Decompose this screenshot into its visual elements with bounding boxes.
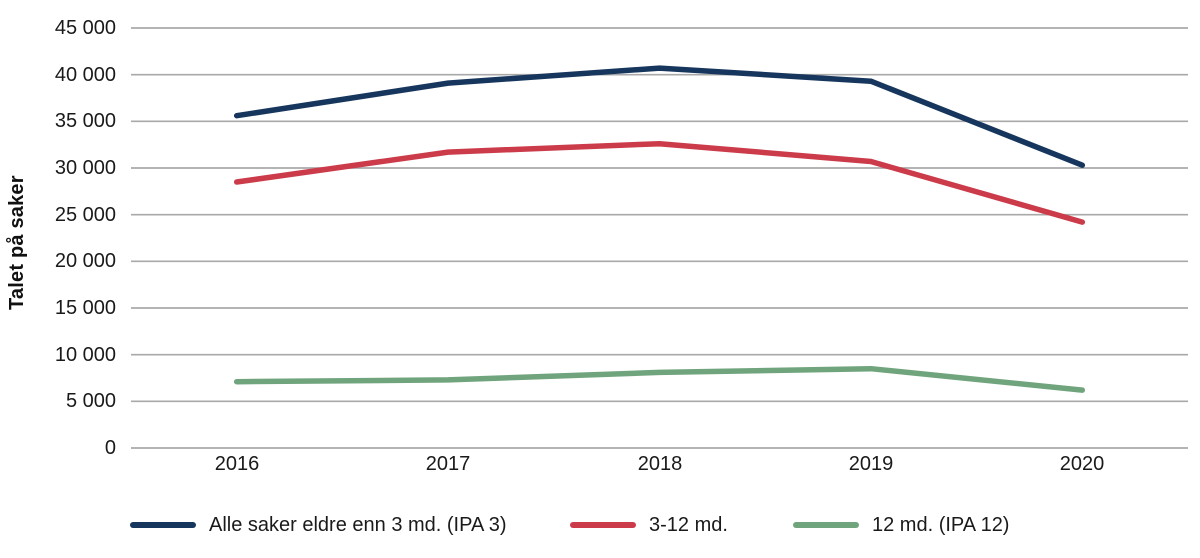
y-tick-label: 0 <box>104 437 116 459</box>
legend: Alle saker eldre enn 3 md. (IPA 3) 3-12 … <box>0 510 1200 540</box>
x-tick-label: 2020 <box>1059 453 1105 475</box>
y-tick-label: 30 000 <box>54 157 116 179</box>
legend-swatch-icon <box>793 522 859 528</box>
x-tick-label: 2016 <box>214 453 260 475</box>
legend-item-ipa3: Alle saker eldre enn 3 md. (IPA 3) <box>130 510 507 540</box>
legend-swatch-icon <box>570 522 636 528</box>
legend-item-3-12md: 3-12 md. <box>570 510 728 540</box>
y-tick-label: 25 000 <box>54 204 116 226</box>
legend-label: Alle saker eldre enn 3 md. (IPA 3) <box>209 513 507 536</box>
y-tick-label: 10 000 <box>54 344 116 366</box>
x-tick-label: 2018 <box>637 453 683 475</box>
y-tick-label: 40 000 <box>54 64 116 86</box>
legend-item-ipa12: 12 md. (IPA 12) <box>793 510 1009 540</box>
legend-label: 12 md. (IPA 12) <box>872 513 1010 536</box>
legend-swatch-icon <box>130 522 196 528</box>
y-tick-label: 5 000 <box>65 390 116 412</box>
y-tick-label: 45 000 <box>54 17 116 39</box>
y-axis-title: Talet på saker <box>6 175 28 310</box>
x-tick-label: 2017 <box>425 453 471 475</box>
y-tick-label: 35 000 <box>54 110 116 132</box>
legend-label: 3-12 md. <box>649 513 728 536</box>
x-tick-label: 2019 <box>848 453 894 475</box>
y-tick-label: 20 000 <box>54 250 116 272</box>
y-tick-label: 15 000 <box>54 297 116 319</box>
